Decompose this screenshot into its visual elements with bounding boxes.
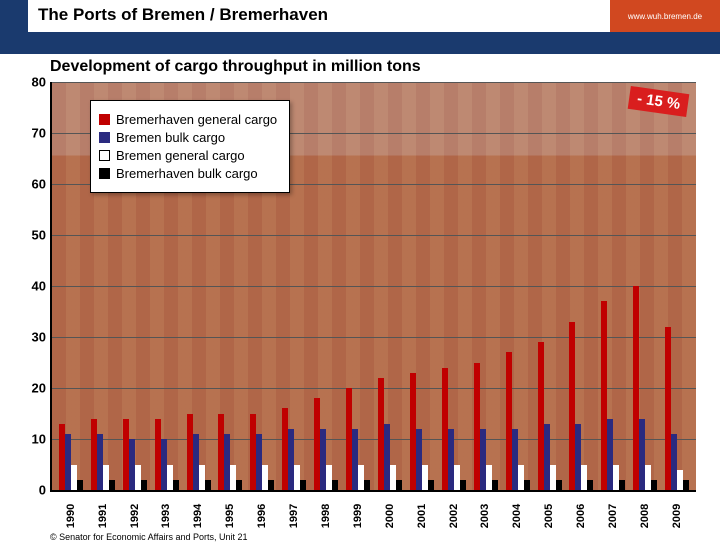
y-tick-label: 40 bbox=[32, 279, 46, 294]
x-tick-label: 1997 bbox=[279, 490, 309, 522]
header-url: www.wuh.bremen.de bbox=[610, 0, 720, 32]
legend-swatch bbox=[99, 150, 110, 161]
x-tick-label: 1998 bbox=[311, 490, 341, 522]
bar-bhv_bulk bbox=[524, 480, 530, 490]
y-tick-label: 20 bbox=[32, 381, 46, 396]
bar-group bbox=[439, 82, 469, 490]
chart-legend: Bremerhaven general cargo Bremen bulk car… bbox=[90, 100, 290, 193]
bar-group bbox=[598, 82, 628, 490]
x-tick-label: 2007 bbox=[598, 490, 628, 522]
header-accent bbox=[0, 0, 28, 32]
legend-label: Bremerhaven bulk cargo bbox=[116, 166, 258, 181]
bar-group bbox=[662, 82, 692, 490]
bar-bhv_bulk bbox=[651, 480, 657, 490]
x-axis-labels: 1990199119921993199419951996199719981999… bbox=[52, 490, 696, 522]
bar-group bbox=[343, 82, 373, 490]
bar-bhv_bulk bbox=[364, 480, 370, 490]
y-tick-label: 50 bbox=[32, 228, 46, 243]
bar-bhv_bulk bbox=[141, 480, 147, 490]
x-tick-label: 1992 bbox=[120, 490, 150, 522]
header-bar: The Ports of Bremen / Bremerhaven www.wu… bbox=[0, 0, 720, 32]
bar-group bbox=[311, 82, 341, 490]
x-tick-label: 2009 bbox=[662, 490, 692, 522]
bar-group bbox=[535, 82, 565, 490]
legend-swatch bbox=[99, 132, 110, 143]
bar-group bbox=[56, 82, 86, 490]
bar-bhv_bulk bbox=[236, 480, 242, 490]
legend-label: Bremen bulk cargo bbox=[116, 130, 225, 145]
bar-bhv_bulk bbox=[587, 480, 593, 490]
y-tick-label: 30 bbox=[32, 330, 46, 345]
legend-item: Bremen bulk cargo bbox=[99, 130, 277, 145]
chart-title: Development of cargo throughput in milli… bbox=[0, 54, 720, 82]
x-tick-label: 1991 bbox=[88, 490, 118, 522]
legend-item: Bremerhaven general cargo bbox=[99, 112, 277, 127]
x-tick-label: 1993 bbox=[152, 490, 182, 522]
bar-bhv_bulk bbox=[77, 480, 83, 490]
bar-bhv_bulk bbox=[428, 480, 434, 490]
bar-bhv_bulk bbox=[300, 480, 306, 490]
copyright-footer: © Senator for Economic Affairs and Ports… bbox=[0, 532, 720, 542]
bar-bhv_bulk bbox=[619, 480, 625, 490]
y-tick-label: 0 bbox=[39, 483, 46, 498]
bar-group bbox=[407, 82, 437, 490]
bar-bhv_bulk bbox=[109, 480, 115, 490]
bar-group bbox=[471, 82, 501, 490]
x-tick-label: 1990 bbox=[56, 490, 86, 522]
x-tick-label: 2004 bbox=[503, 490, 533, 522]
x-tick-label: 1996 bbox=[247, 490, 277, 522]
x-tick-label: 2006 bbox=[567, 490, 597, 522]
header-underbar bbox=[0, 32, 720, 54]
legend-item: Bremerhaven bulk cargo bbox=[99, 166, 277, 181]
x-tick-label: 2003 bbox=[471, 490, 501, 522]
bar-bhv_bulk bbox=[205, 480, 211, 490]
y-tick-label: 10 bbox=[32, 432, 46, 447]
bar-bhv_bulk bbox=[332, 480, 338, 490]
bar-bhv_bulk bbox=[173, 480, 179, 490]
bar-group bbox=[375, 82, 405, 490]
chart-area: 01020304050607080 1990199119921993199419… bbox=[50, 82, 696, 492]
bar-bhv_bulk bbox=[683, 480, 689, 490]
bar-group bbox=[567, 82, 597, 490]
legend-item: Bremen general cargo bbox=[99, 148, 277, 163]
bar-group bbox=[503, 82, 533, 490]
y-tick-label: 80 bbox=[32, 75, 46, 90]
legend-label: Bremen general cargo bbox=[116, 148, 245, 163]
bar-bhv_bulk bbox=[492, 480, 498, 490]
x-tick-label: 2000 bbox=[375, 490, 405, 522]
legend-label: Bremerhaven general cargo bbox=[116, 112, 277, 127]
bar-bhv_bulk bbox=[460, 480, 466, 490]
x-tick-label: 2001 bbox=[407, 490, 437, 522]
page-title: The Ports of Bremen / Bremerhaven bbox=[28, 0, 610, 32]
bar-group bbox=[630, 82, 660, 490]
x-tick-label: 1999 bbox=[343, 490, 373, 522]
bar-bhv_bulk bbox=[268, 480, 274, 490]
bar-bhv_bulk bbox=[396, 480, 402, 490]
y-tick-label: 70 bbox=[32, 126, 46, 141]
y-tick-label: 60 bbox=[32, 177, 46, 192]
legend-swatch bbox=[99, 114, 110, 125]
x-tick-label: 2002 bbox=[439, 490, 469, 522]
x-tick-label: 2005 bbox=[535, 490, 565, 522]
x-tick-label: 1994 bbox=[184, 490, 214, 522]
bar-bhv_bulk bbox=[556, 480, 562, 490]
x-tick-label: 1995 bbox=[216, 490, 246, 522]
legend-swatch bbox=[99, 168, 110, 179]
x-tick-label: 2008 bbox=[630, 490, 660, 522]
